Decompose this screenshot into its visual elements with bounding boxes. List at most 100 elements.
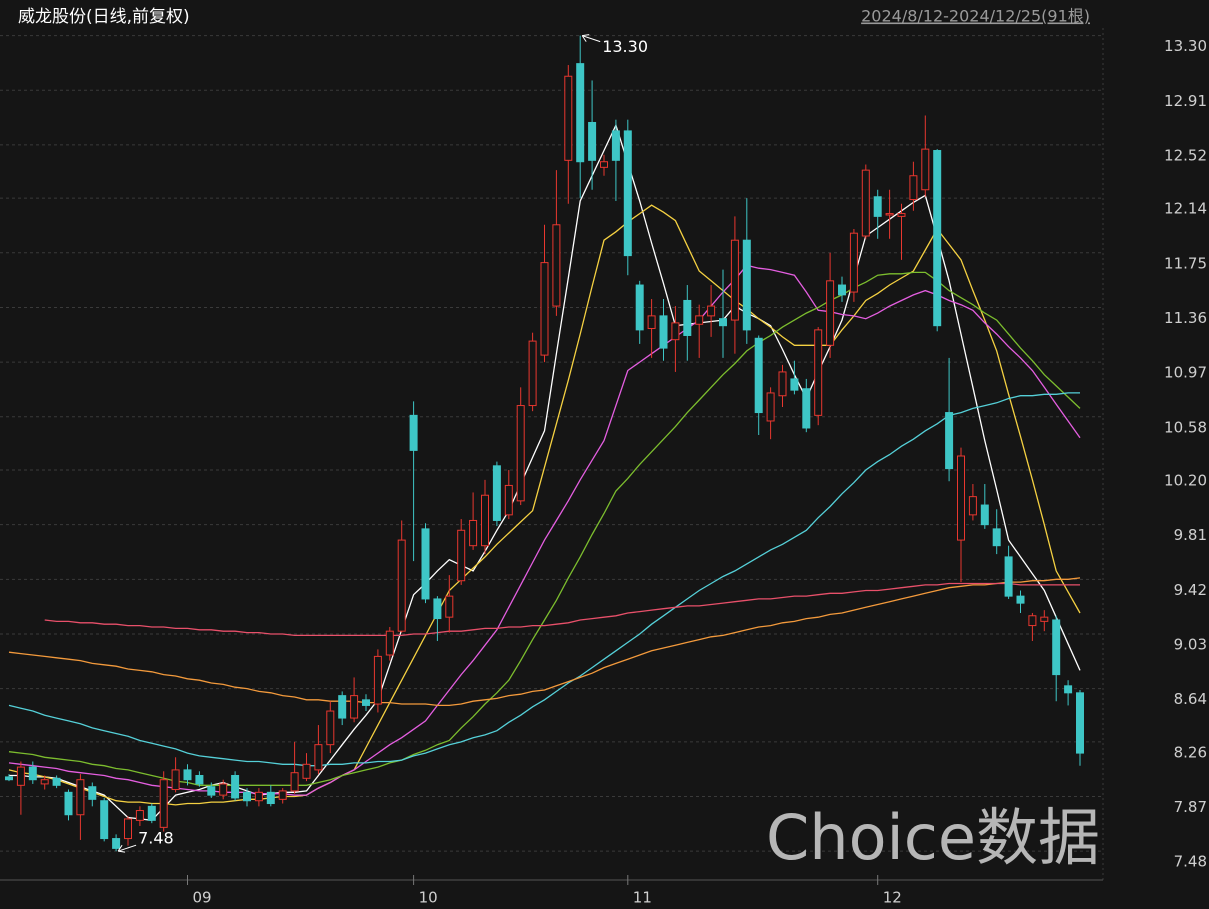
candle-body	[16, 766, 25, 786]
candle-body	[219, 783, 228, 796]
y-tick-label: 13.30	[1164, 37, 1207, 55]
candle-body	[695, 315, 704, 325]
y-tick-label: 10.97	[1164, 364, 1207, 382]
annotation-arrowhead	[581, 34, 590, 42]
annotation-label: 13.30	[602, 37, 648, 56]
candle-body	[28, 766, 37, 781]
candle-body	[231, 775, 240, 799]
candle-body	[112, 838, 121, 849]
candle-body	[445, 595, 454, 618]
candle-body	[504, 484, 513, 516]
candle-body	[730, 239, 739, 321]
candle-body	[861, 169, 870, 237]
candle-body	[683, 299, 692, 336]
candle-body	[540, 262, 549, 356]
y-tick-label: 12.14	[1164, 200, 1207, 218]
chart-title: 威龙股份(日线,前复权)	[18, 7, 190, 27]
candle-body	[814, 329, 823, 416]
annotation-label: 7.48	[138, 829, 174, 848]
candle-body	[754, 337, 763, 414]
date-range[interactable]: 2024/8/12-2024/12/25(91根)	[861, 7, 1090, 26]
candle-body	[326, 710, 335, 746]
y-tick-label: 8.26	[1174, 743, 1207, 761]
candle-body	[611, 130, 620, 161]
candle-body	[1004, 556, 1013, 597]
candle-body	[266, 791, 275, 805]
candle-body	[838, 284, 846, 296]
candle-body	[516, 405, 525, 502]
candle-body	[968, 496, 977, 516]
candle-body	[921, 148, 930, 191]
candle-body	[980, 504, 989, 526]
ma-line	[8, 204, 1081, 806]
candle-body	[124, 818, 132, 840]
x-tick-label: 11	[633, 889, 652, 907]
candle-body	[933, 150, 942, 327]
candle-body	[481, 494, 489, 547]
x-tick-label: 12	[883, 889, 902, 907]
candle-body	[397, 539, 406, 632]
candle-body	[802, 388, 811, 429]
candle-body	[243, 791, 251, 802]
candle-body	[635, 284, 644, 331]
candle-body	[409, 414, 418, 451]
y-tick-label: 10.20	[1164, 472, 1207, 490]
candle-body	[147, 805, 156, 821]
y-tick-label: 8.64	[1174, 690, 1207, 708]
candle-body	[135, 810, 144, 821]
ma-line	[44, 582, 1080, 637]
candle-body	[314, 744, 323, 771]
candle-body	[1028, 615, 1037, 627]
candle-body	[528, 340, 537, 407]
candle-body	[909, 175, 918, 201]
candle-body	[778, 371, 787, 397]
candle-body	[564, 75, 573, 161]
watermark: Choice数据	[766, 801, 1100, 874]
candle-body	[992, 528, 1001, 547]
annotation-arrowhead	[117, 844, 126, 853]
candle-body	[873, 196, 882, 217]
candle-body	[766, 392, 775, 422]
candle-body	[207, 786, 216, 796]
y-tick-label: 11.36	[1164, 309, 1207, 327]
candle-body	[171, 769, 180, 791]
candle-body	[350, 695, 359, 719]
candle-body	[338, 695, 347, 719]
candle-body	[52, 777, 61, 786]
candle-body	[457, 529, 466, 582]
candle-body	[659, 315, 668, 349]
candle-body	[159, 779, 168, 828]
candle-body	[719, 318, 727, 327]
candle-body	[362, 699, 370, 706]
candle-body	[433, 598, 442, 620]
candle-body	[1016, 595, 1025, 604]
candle-body	[76, 779, 85, 816]
y-tick-label: 10.58	[1164, 418, 1207, 436]
y-tick-label: 11.75	[1164, 254, 1207, 272]
x-tick-label: 10	[419, 889, 438, 907]
y-tick-label: 7.87	[1174, 798, 1207, 816]
y-tick-label: 7.48	[1174, 853, 1207, 871]
candle-body	[278, 790, 287, 800]
candle-body	[254, 791, 263, 802]
y-tick-label: 9.42	[1174, 581, 1207, 599]
candle-body	[957, 455, 965, 541]
candle-body	[552, 224, 561, 307]
candle-body	[302, 763, 311, 779]
candle-body	[183, 769, 192, 781]
candle-body	[5, 776, 13, 781]
candle-body	[100, 800, 109, 840]
candle-body	[88, 786, 97, 800]
candle-body	[469, 519, 478, 547]
candle-body	[588, 121, 597, 161]
candle-body	[64, 791, 73, 816]
annotation-arrow	[117, 844, 137, 852]
candle-body	[195, 775, 204, 785]
annotation-arrow	[582, 35, 601, 43]
candle-body	[576, 63, 585, 163]
candle-body	[647, 315, 656, 329]
candle-body	[849, 232, 858, 293]
candle-body	[623, 130, 632, 257]
